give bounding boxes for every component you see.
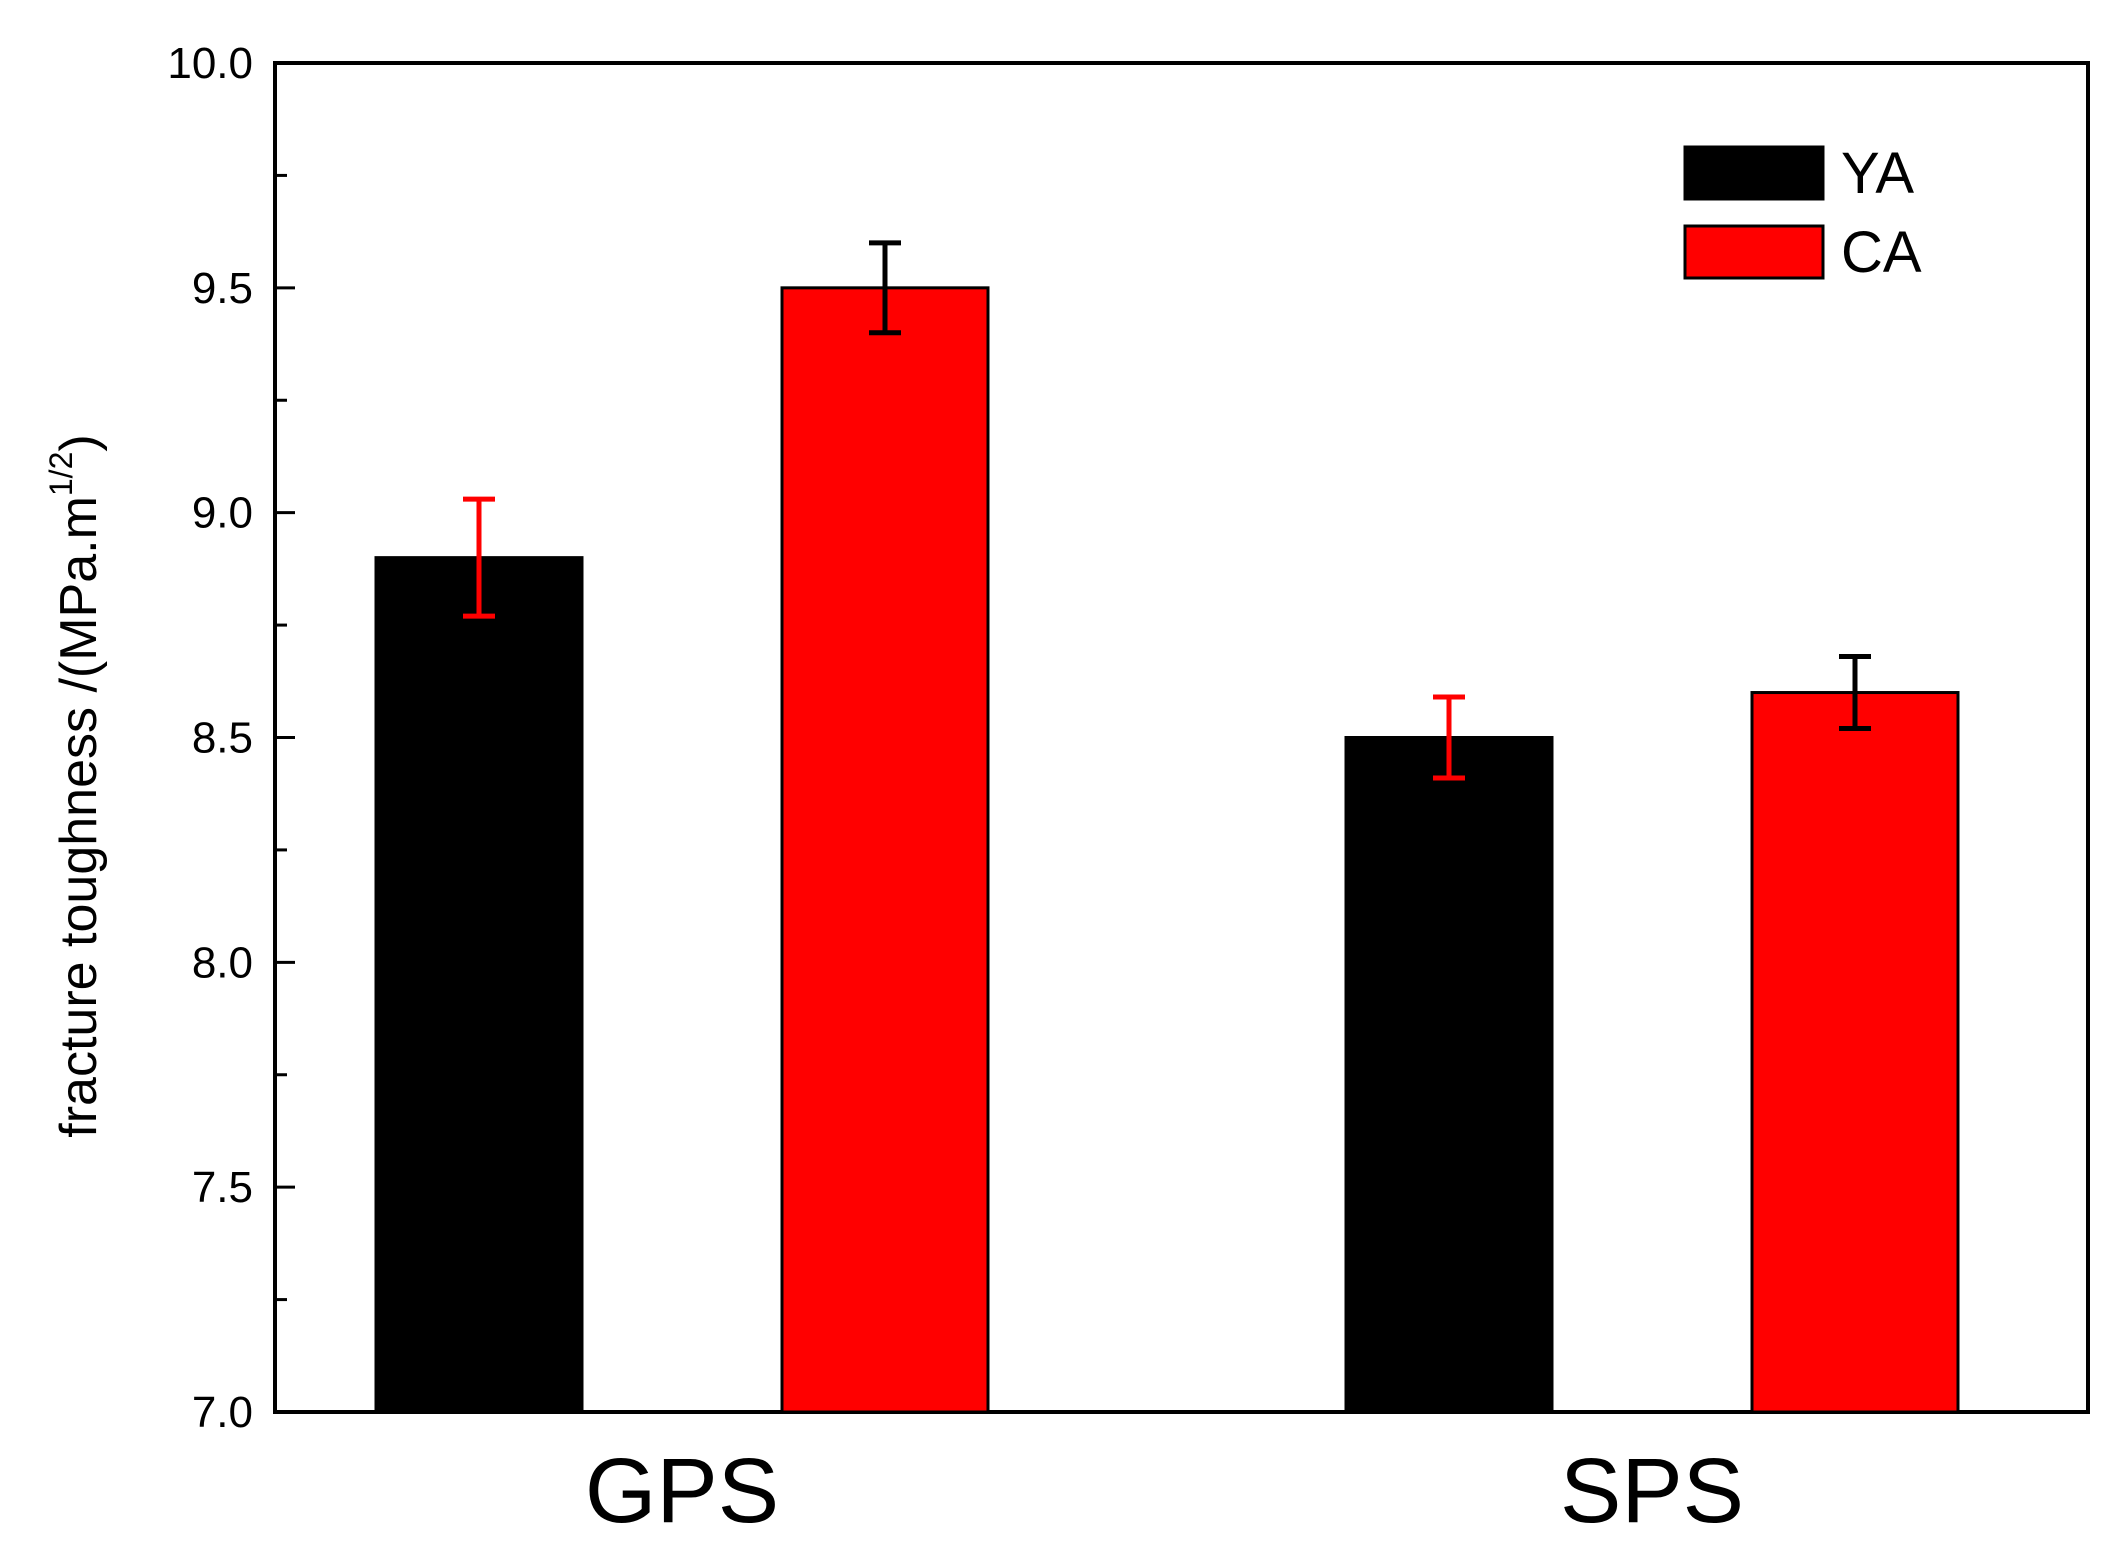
y-axis-title-text: fracture toughness /(MPa.m [50, 496, 108, 1138]
y-axis-title: fracture toughness /(MPa.m1/2) [43, 434, 108, 1137]
error-bars [463, 240, 1871, 781]
error-bar-ca-gps [869, 240, 901, 336]
y-tick-label: 9.0 [192, 489, 253, 538]
y-axis-title-suffix: ) [50, 434, 108, 451]
x-axis: GPS SPS [585, 1440, 1744, 1542]
y-tick-label: 8.0 [192, 938, 253, 987]
bar-ca-sps [1750, 691, 1960, 1414]
y-tick-label: 7.5 [192, 1163, 253, 1212]
legend-swatch-ya [1683, 145, 1825, 201]
x-category-label: SPS [1560, 1440, 1744, 1542]
legend: YA CA [1683, 141, 1922, 285]
y-tick-label: 8.5 [192, 714, 253, 763]
bar-ca-gps [780, 286, 990, 1414]
error-bar-ya-sps [1433, 694, 1465, 781]
error-bar-ya-gps [463, 496, 495, 619]
x-category-label: GPS [585, 1440, 779, 1542]
legend-swatch-ca [1683, 224, 1825, 280]
bar-ya-sps [1344, 736, 1554, 1414]
y-tick-label: 10.0 [167, 39, 253, 88]
error-bar-ca-sps [1839, 654, 1871, 732]
legend-label-ca: CA [1841, 220, 1922, 285]
y-tick-label: 7.0 [192, 1388, 253, 1437]
legend-label-ya: YA [1841, 141, 1914, 206]
y-tick-label: 9.5 [192, 264, 253, 313]
bars [374, 286, 1960, 1414]
y-axis: 7.0 7.5 8.0 8.5 9.0 9.5 10.0 [167, 39, 295, 1437]
bar-ya-gps [374, 556, 584, 1414]
y-axis-title-superscript: 1/2 [43, 452, 79, 496]
